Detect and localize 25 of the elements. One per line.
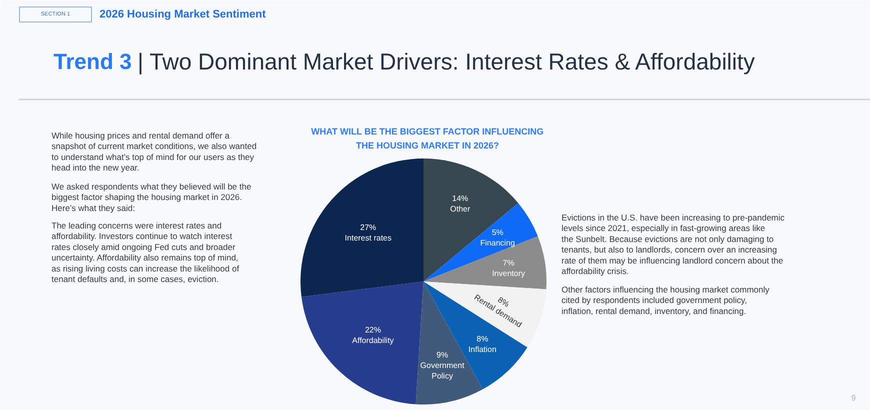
text: 2026 Housing Market Sentiment <box>100 8 266 20</box>
data-label: 7% <box>502 258 514 268</box>
chart-title: WHAT WILL BE THE BIGGEST FACTOR INFLUENCING THE HOUSING MARKET IN 2026? <box>311 126 544 150</box>
slice-label: Inflation <box>468 345 496 354</box>
text: 9 <box>851 394 856 402</box>
slice-label: Affordability <box>352 336 394 346</box>
slice-label: Inventory <box>492 268 525 278</box>
text: While housing prices and rental demand offer a snapshot of current market conditions, we also wanted to understand what’s top of mind for our users as they head into the new year. <box>52 130 257 173</box>
slice-label: Interest rates <box>344 233 392 242</box>
text: We asked respondents what they believed will be the biggest factor shaping the housing market in 2026. Here’s what they said: <box>52 182 252 213</box>
data-label: 5% <box>492 228 504 237</box>
data-label: 8% <box>476 334 488 344</box>
text: Trend 3 <box>54 49 132 74</box>
text: The leading concerns were interest rates and affordability. Investors continue to watch interest rates closely amid ongoing Fed cuts and broader uncertainty. Affordability also remains top of mind, as rising living costs can increase the likelihood of tenant defaults and, in some cases, eviction. <box>52 220 240 284</box>
text: Other factors influencing the housing market commonly cited by respondents included government policy, inflation, rental demand, inventory, and financing. <box>562 284 770 316</box>
data-label: 27% <box>360 222 376 232</box>
data-label: 9% <box>436 350 448 360</box>
data-label: 8% <box>496 295 511 310</box>
slice-label: Financing <box>480 238 515 248</box>
data-label: 22% <box>364 326 381 335</box>
slice-label: Other <box>450 204 470 214</box>
slice-label: Government Policy <box>420 361 466 381</box>
text: | Two Dominant Market Drivers: Interest Rates & Affordability <box>138 48 756 74</box>
text: Evictions in the U.S. have been increasing to pre-pandemic levels since 2021, especially in fast-growing areas like the Sunbelt. Because evictions are not only damaging to tenants, but also to landlords, concern over an increasing rate of them may be influencing landlord concern about the affordability crisis. <box>562 212 786 276</box>
data-label: 14% <box>452 194 468 203</box>
